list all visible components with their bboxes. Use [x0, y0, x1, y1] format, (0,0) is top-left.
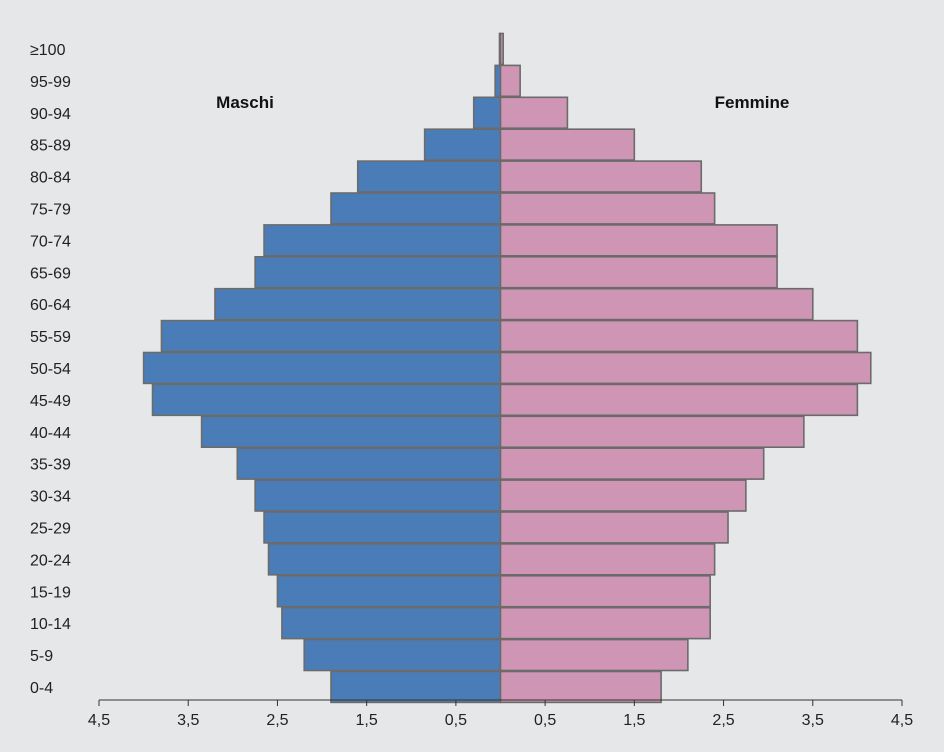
y-tick-label: 40-44	[30, 425, 71, 442]
bar-maschi-45-49	[151, 383, 502, 417]
bars-femmine	[499, 32, 872, 704]
y-tick-label: 15-19	[30, 584, 71, 601]
bar-maschi-75-79	[330, 192, 502, 225]
y-tick-label: 60-64	[30, 297, 71, 314]
y-tick-label: 95-99	[30, 74, 71, 91]
bar-femmine-35-39	[499, 447, 765, 480]
x-tick-label: 0,5	[445, 712, 467, 729]
y-tick-label: 55-59	[30, 329, 71, 346]
bar-femmine-55-59	[499, 319, 859, 353]
x-tick-label: 2,5	[266, 712, 288, 729]
x-tick-label: 1,5	[356, 712, 378, 729]
bar-maschi-80-84	[356, 160, 502, 193]
bar-maschi-65-69	[254, 255, 502, 289]
bar-maschi-15-19	[276, 574, 502, 608]
y-tick-label: 20-24	[30, 552, 71, 569]
bar-maschi-50-54	[142, 351, 502, 385]
bar-femmine-5-9	[499, 638, 689, 672]
y-tick-label: 90-94	[30, 106, 71, 123]
y-tick-label: 75-79	[30, 201, 71, 218]
bar-femmine-45-49	[499, 383, 859, 417]
series-label-maschi: Maschi	[216, 93, 274, 112]
y-tick-label: 25-29	[30, 520, 71, 537]
y-tick-label: 35-39	[30, 457, 71, 474]
bar-maschi-55-59	[160, 319, 502, 353]
bar-femmine-90-94	[499, 96, 569, 130]
bar-femmine-95-99	[499, 64, 521, 98]
bar-femmine-60-64	[499, 287, 814, 321]
x-tick-label: 1,5	[623, 712, 645, 729]
y-axis-labels: 0-4 5-9 10-14 15-19 20-24 25-29 30-34 35-39 40-4…	[30, 42, 71, 697]
x-tick-label: 4,5	[88, 712, 110, 729]
bar-maschi-0-4	[330, 670, 502, 704]
series-labels: Maschi Femmine	[216, 93, 789, 112]
bar-maschi-35-39	[236, 447, 502, 480]
bar-maschi-95-99	[494, 64, 502, 98]
bar-femmine-85-89	[499, 128, 636, 161]
bar-femmine-75-79	[499, 192, 716, 225]
bar-maschi-10-14	[281, 606, 502, 640]
bar-femmine-15-19	[499, 574, 711, 608]
bar-maschi-25-29	[263, 511, 502, 544]
y-tick-label: 5-9	[30, 648, 53, 665]
bar-maschi-85-89	[423, 128, 502, 161]
y-tick-label: ≥100	[30, 42, 66, 59]
bar-femmine-≥100	[499, 32, 504, 66]
bar-femmine-50-54	[499, 351, 872, 385]
series-label-femmine: Femmine	[715, 93, 790, 112]
bar-femmine-25-29	[499, 511, 729, 544]
bar-femmine-30-34	[499, 479, 747, 512]
bar-maschi-70-74	[263, 224, 502, 257]
x-tick-label: 0,5	[534, 712, 556, 729]
bar-maschi-30-34	[254, 479, 502, 512]
y-tick-label: 85-89	[30, 138, 71, 155]
y-tick-label: 30-34	[30, 489, 71, 506]
y-tick-label: 80-84	[30, 170, 71, 187]
bar-femmine-10-14	[499, 606, 711, 640]
x-tick-label: 4,5	[891, 712, 913, 729]
y-tick-label: 70-74	[30, 233, 71, 250]
x-tick-label: 3,5	[177, 712, 199, 729]
bar-femmine-20-24	[499, 543, 716, 576]
y-tick-label: 65-69	[30, 265, 71, 282]
bar-femmine-40-44	[499, 415, 805, 448]
bar-maschi-90-94	[472, 96, 502, 130]
y-tick-label: 10-14	[30, 616, 71, 633]
bar-maschi-60-64	[214, 287, 502, 321]
bar-femmine-70-74	[499, 224, 778, 257]
bar-maschi-40-44	[200, 415, 502, 448]
bar-femmine-0-4	[499, 670, 662, 704]
bar-femmine-80-84	[499, 160, 703, 193]
x-axis: 4,5 3,5 2,5 1,5 0,5 0,5 1,5 2,5 3,5 4,5	[88, 699, 913, 729]
bar-maschi-5-9	[303, 638, 502, 672]
bar-femmine-65-69	[499, 255, 778, 289]
x-tick-label: 2,5	[712, 712, 734, 729]
y-tick-label: 50-54	[30, 361, 71, 378]
x-tick-label: 3,5	[802, 712, 824, 729]
y-tick-label: 45-49	[30, 393, 71, 410]
bars-maschi	[142, 32, 502, 704]
bar-maschi-20-24	[267, 543, 502, 576]
y-tick-label: 0-4	[30, 680, 53, 697]
